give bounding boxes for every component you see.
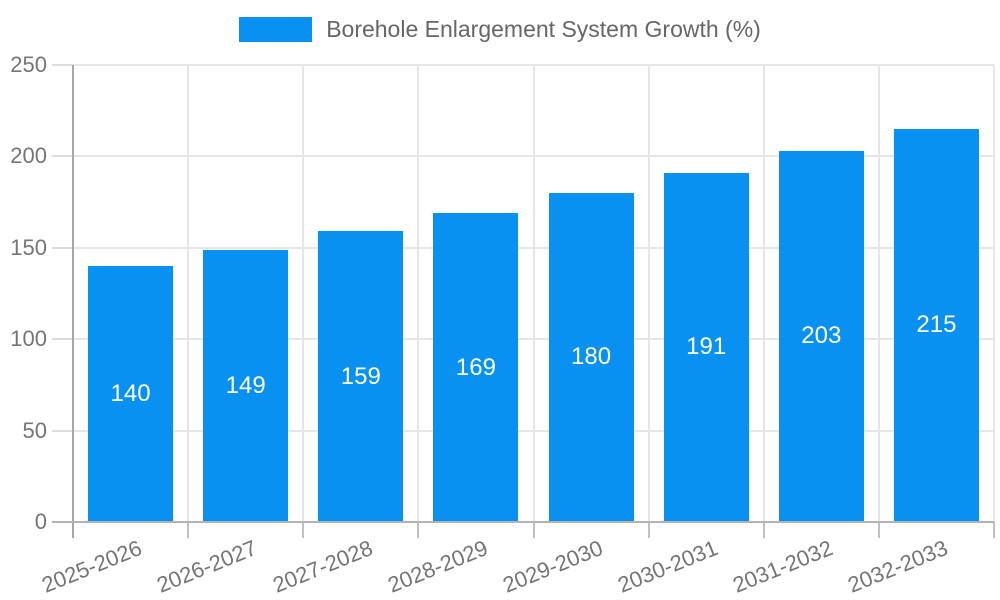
v-gridline [877, 65, 880, 522]
x-tick-label: 2029-2030 [499, 535, 607, 598]
x-tick-label: 2030-2031 [614, 535, 722, 598]
y-tick [52, 155, 73, 158]
bar: 149 [203, 249, 289, 522]
y-tick-label: 200 [10, 143, 47, 169]
x-tick [302, 522, 305, 538]
x-tick [187, 522, 190, 538]
x-tick-label: 2028-2029 [384, 535, 491, 598]
x-tick-label: 2031-2032 [729, 535, 837, 598]
bar-value-label: 191 [686, 333, 727, 361]
bar-value-label: 140 [110, 380, 151, 408]
legend-swatch [239, 17, 313, 42]
x-tick [762, 522, 765, 538]
bar: 191 [663, 172, 749, 522]
bar-value-label: 215 [916, 311, 957, 339]
y-tick-label: 0 [34, 509, 47, 534]
x-tick [993, 522, 995, 538]
x-axis-line [52, 521, 994, 523]
v-gridline [762, 65, 765, 522]
y-tick-label: 150 [10, 234, 47, 260]
v-gridline [187, 65, 190, 522]
v-gridline [302, 65, 305, 522]
bar: 215 [893, 128, 979, 522]
v-gridline [532, 65, 535, 522]
y-tick-label: 250 [10, 52, 47, 77]
x-tick [647, 522, 650, 538]
bar: 140 [88, 266, 174, 522]
x-tick-label: 2025-2026 [38, 535, 146, 598]
y-tick [52, 429, 73, 432]
v-gridline [417, 65, 420, 522]
bar-value-label: 169 [455, 353, 496, 381]
y-tick-label: 100 [10, 326, 47, 352]
x-tick [417, 522, 420, 538]
y-tick [52, 246, 73, 249]
x-tick [877, 522, 880, 538]
y-tick [52, 338, 73, 341]
legend: Borehole Enlargement System Growth (%) [0, 16, 1000, 43]
plot-area: 0 50 100 150 200 250 140 2025-2026 149 2026-2027 1… [10, 54, 995, 598]
legend-label: Borehole Enlargement System Growth (%) [326, 16, 761, 42]
bar-value-label: 149 [225, 371, 266, 399]
bar-value-label: 159 [340, 362, 381, 390]
bar: 169 [433, 213, 519, 522]
x-tick-label: 2027-2028 [268, 535, 376, 598]
bar: 180 [548, 192, 634, 522]
y-axis-line [72, 65, 74, 538]
bar: 159 [318, 231, 404, 522]
v-gridline [647, 65, 650, 522]
y-tick-label: 50 [22, 417, 47, 443]
y-tick [52, 64, 73, 66]
bar: 203 [778, 150, 864, 522]
v-gridline [993, 65, 995, 522]
bar-value-label: 203 [801, 322, 842, 350]
x-tick-label: 2032-2033 [844, 535, 952, 598]
x-tick [532, 522, 535, 538]
x-tick-label: 2026-2027 [153, 535, 261, 598]
bar-value-label: 180 [571, 343, 612, 371]
